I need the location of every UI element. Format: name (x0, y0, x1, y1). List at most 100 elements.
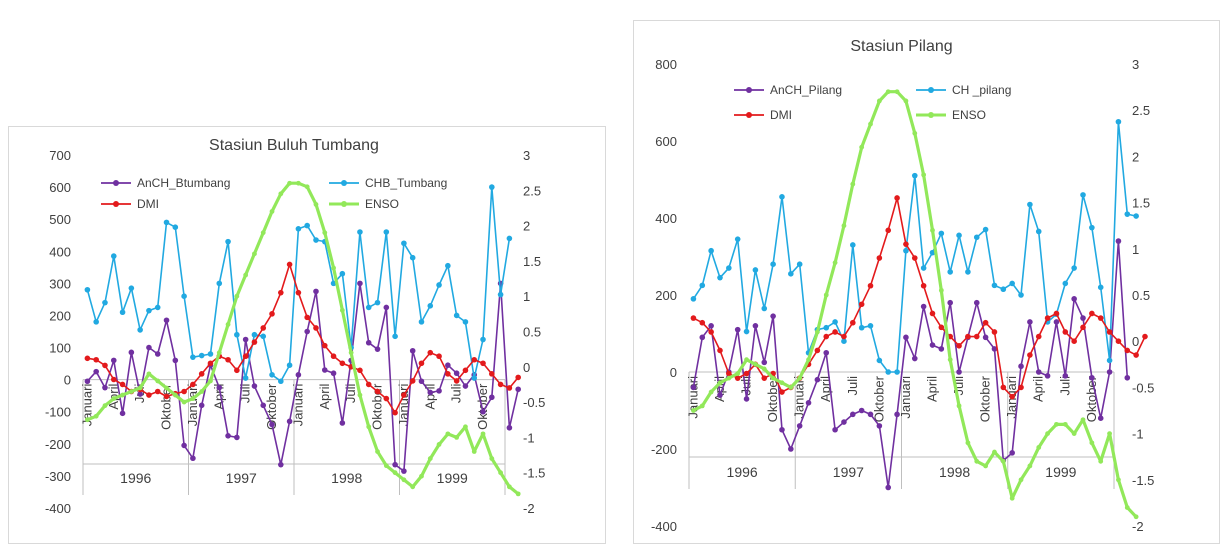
point-anch-btumbang (339, 420, 346, 426)
point-ch-pilang (1035, 228, 1042, 235)
y-right-tick-label: -0.5 (523, 395, 545, 410)
point-anch-pilang (690, 384, 697, 391)
legend-marker-ch-pilang (928, 87, 934, 93)
point-anch-btumbang (119, 410, 126, 417)
x-tick-label-oktober: Oktober (1084, 375, 1099, 422)
year-label-1999: 1999 (1045, 464, 1076, 480)
legend-marker-enso (928, 112, 934, 118)
y-left-tick-label: -200 (45, 437, 71, 452)
point-enso (1045, 431, 1050, 436)
point-chb-tumbang (480, 336, 486, 343)
point-enso (992, 449, 997, 455)
point-enso (471, 449, 477, 454)
point-enso (823, 292, 829, 298)
point-anch-pilang (761, 359, 768, 366)
point-ch-pilang (876, 357, 883, 364)
point-enso (841, 223, 847, 229)
point-anch-pilang (1027, 319, 1033, 325)
point-enso (708, 389, 714, 395)
x-tick-label-januari: Januari (792, 376, 807, 419)
point-anch-btumbang (295, 372, 302, 378)
point-anch-pilang (1053, 319, 1060, 325)
point-anch-pilang (938, 346, 945, 352)
point-dmi (973, 333, 980, 340)
point-anch-pilang (832, 426, 838, 433)
point-chb-tumbang (313, 237, 319, 243)
point-enso (445, 431, 451, 437)
point-anch-pilang (717, 392, 723, 398)
x-tick-label-juli: Juli (1057, 376, 1072, 396)
point-chb-tumbang (445, 262, 451, 269)
x-tick-label-juli: Juli (449, 384, 464, 404)
chart-pilang: Stasiun Pilang 800 600 400 200 0 -200 -400 3 2.5 2… (633, 20, 1220, 544)
point-chb-tumbang (102, 299, 108, 306)
point-enso (1124, 505, 1130, 510)
point-chb-tumbang (225, 238, 231, 245)
x-tick-label-juli: Juli (739, 376, 754, 396)
point-dmi (313, 325, 319, 331)
point-ch-pilang (841, 338, 847, 345)
point-chb-tumbang (383, 229, 390, 235)
point-anch-btumbang (515, 386, 521, 393)
point-chb-tumbang (471, 375, 478, 381)
y-left-tick-label: 200 (655, 288, 677, 303)
point-dmi (699, 319, 706, 326)
point-anch-btumbang (357, 280, 363, 287)
y-left-tick-label: 200 (49, 308, 71, 323)
point-anch-pilang (779, 426, 785, 433)
point-ch-pilang (903, 247, 909, 254)
point-anch-pilang (867, 411, 874, 418)
y-right-tick-label: 0 (523, 360, 530, 375)
point-enso (84, 417, 90, 423)
point-dmi (717, 347, 723, 354)
point-enso (111, 396, 117, 401)
point-dmi (1133, 352, 1139, 358)
point-enso (419, 473, 424, 479)
point-dmi (339, 360, 346, 367)
point-anch-pilang (823, 349, 830, 356)
point-anch-pilang (734, 326, 741, 333)
point-enso (375, 449, 380, 454)
point-dmi (374, 388, 381, 395)
point-enso (691, 408, 696, 413)
point-anch-btumbang (506, 424, 513, 431)
point-dmi (480, 360, 486, 367)
point-anch-pilang (1009, 450, 1015, 456)
point-anch-btumbang (392, 461, 398, 468)
point-enso (717, 380, 723, 386)
point-dmi (392, 409, 398, 416)
point-enso (295, 180, 301, 186)
point-dmi (1035, 333, 1042, 340)
y-left-tick-label: -100 (45, 405, 71, 420)
point-enso (216, 350, 222, 356)
point-enso (164, 385, 169, 391)
point-dmi (471, 356, 478, 363)
point-ch-pilang (779, 194, 785, 200)
point-dmi (418, 360, 425, 367)
legend-marker-chb-tumbang (341, 180, 347, 186)
point-chb-tumbang (242, 375, 249, 381)
point-enso (1089, 440, 1095, 446)
point-anch-btumbang (102, 384, 108, 391)
point-ch-pilang (867, 323, 874, 329)
point-dmi (304, 314, 310, 321)
point-enso (252, 251, 257, 257)
point-anch-btumbang (216, 384, 223, 391)
y-right-tick-label: 3 (1132, 57, 1139, 72)
point-anch-btumbang (480, 408, 486, 415)
y-left-tick-label: -300 (45, 469, 71, 484)
y-right-tick-label: -1 (523, 430, 535, 445)
point-enso (146, 371, 152, 377)
y-right-tick-label: -0.5 (1132, 380, 1154, 395)
point-anch-btumbang (383, 304, 390, 311)
point-anch-btumbang (330, 370, 337, 377)
point-anch-btumbang (110, 357, 117, 364)
point-enso (1116, 477, 1121, 483)
series-line-enso (86, 181, 520, 496)
point-dmi (506, 385, 513, 391)
point-dmi (190, 381, 196, 388)
legend-marker-dmi (746, 112, 752, 118)
point-ch-pilang (788, 271, 794, 277)
point-dmi (1089, 310, 1095, 317)
point-enso (401, 477, 407, 483)
